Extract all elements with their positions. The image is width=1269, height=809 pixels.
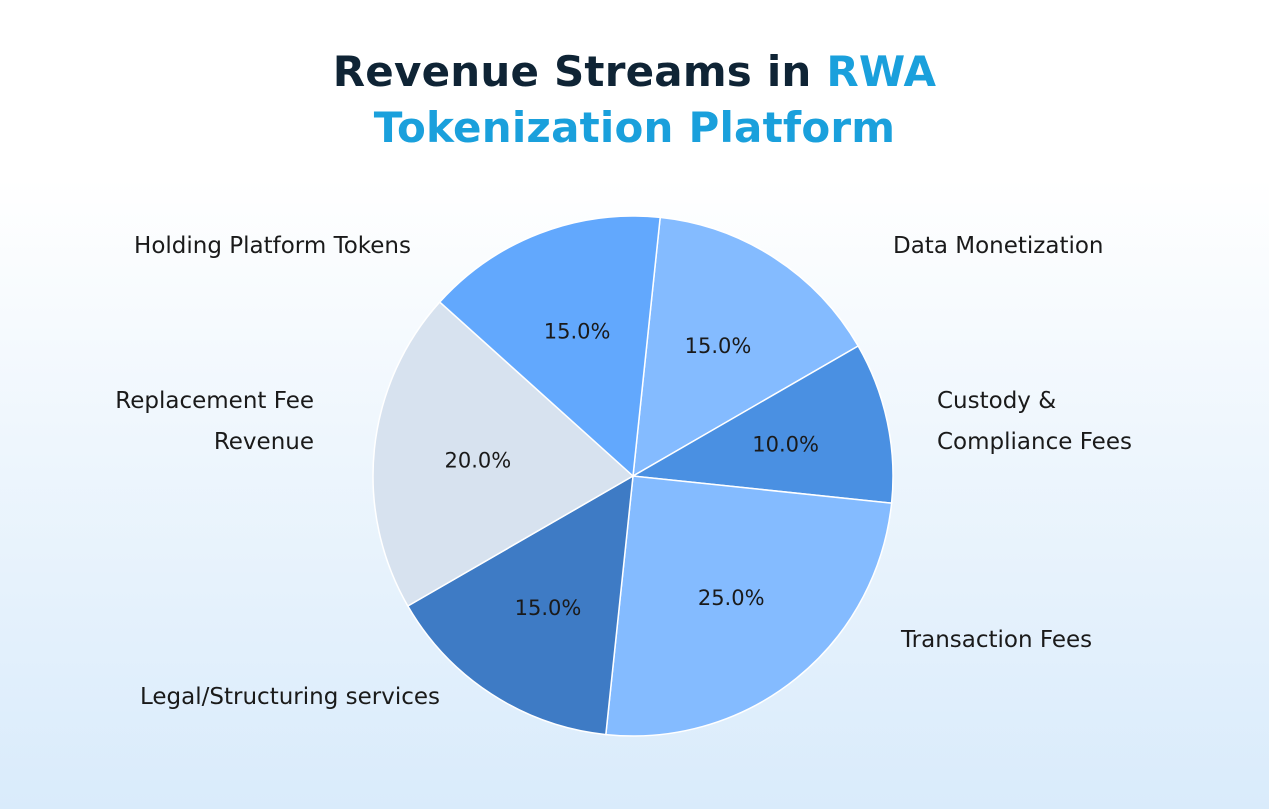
value-label-4: 15.0% <box>515 596 582 620</box>
category-label-line: Revenue <box>214 429 314 455</box>
pie-slice-5 <box>372 300 635 608</box>
pie-slice-3 <box>604 475 893 737</box>
category-label-6: Holding Platform Tokens <box>134 233 411 259</box>
category-label-line: Compliance Fees <box>937 429 1132 455</box>
chart-title: Revenue Streams in RWA Tokenization Plat… <box>0 44 1269 156</box>
category-label-line: Legal/Structuring services <box>140 684 440 710</box>
category-label-line: Data Monetization <box>893 233 1104 259</box>
category-label-1: Data Monetization <box>893 233 1104 259</box>
category-label-line: Transaction Fees <box>900 627 1092 653</box>
category-label-4: Legal/Structuring services <box>140 684 440 710</box>
category-label-5: Replacement Fee Revenue <box>115 388 314 455</box>
value-label-2: 10.0% <box>752 433 819 457</box>
category-label-line: Holding Platform Tokens <box>134 233 411 259</box>
category-label-line: Replacement Fee <box>115 388 314 414</box>
pie-slice-2 <box>630 344 894 505</box>
category-labels: Data Monetization Custody & Compliance Fee… <box>115 233 1132 710</box>
category-label-2: Custody & Compliance Fees <box>937 388 1132 455</box>
value-label-1: 15.0% <box>685 334 752 358</box>
value-label-3: 25.0% <box>698 586 765 610</box>
category-label-3: Transaction Fees <box>900 627 1092 653</box>
pie-slice-1 <box>632 216 860 478</box>
value-labels: 15.0% 10.0% 25.0% 15.0% 20.0% 15.0% <box>445 319 819 619</box>
title-main: Revenue Streams in <box>332 47 812 96</box>
pie-slice-4 <box>406 474 634 736</box>
title-accent-rwa: RWA <box>826 47 937 96</box>
value-label-6: 15.0% <box>544 319 611 343</box>
title-accent-platform: Tokenization Platform <box>373 103 896 152</box>
category-label-line: Custody & <box>937 388 1056 414</box>
pie-slices <box>372 215 894 737</box>
value-label-5: 20.0% <box>445 449 512 473</box>
pie-slice-6 <box>438 215 662 478</box>
